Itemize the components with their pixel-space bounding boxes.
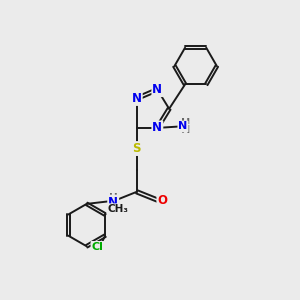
Text: N: N xyxy=(178,122,188,131)
Text: N: N xyxy=(108,196,118,208)
Text: N: N xyxy=(152,83,162,96)
Text: S: S xyxy=(133,142,141,155)
Text: CH₃: CH₃ xyxy=(107,204,128,214)
Text: H: H xyxy=(181,125,190,135)
Text: O: O xyxy=(158,194,167,207)
Text: H: H xyxy=(109,193,118,203)
Text: N: N xyxy=(152,122,162,134)
Text: N: N xyxy=(132,92,142,105)
Text: Cl: Cl xyxy=(92,242,103,252)
Text: H: H xyxy=(181,118,190,128)
